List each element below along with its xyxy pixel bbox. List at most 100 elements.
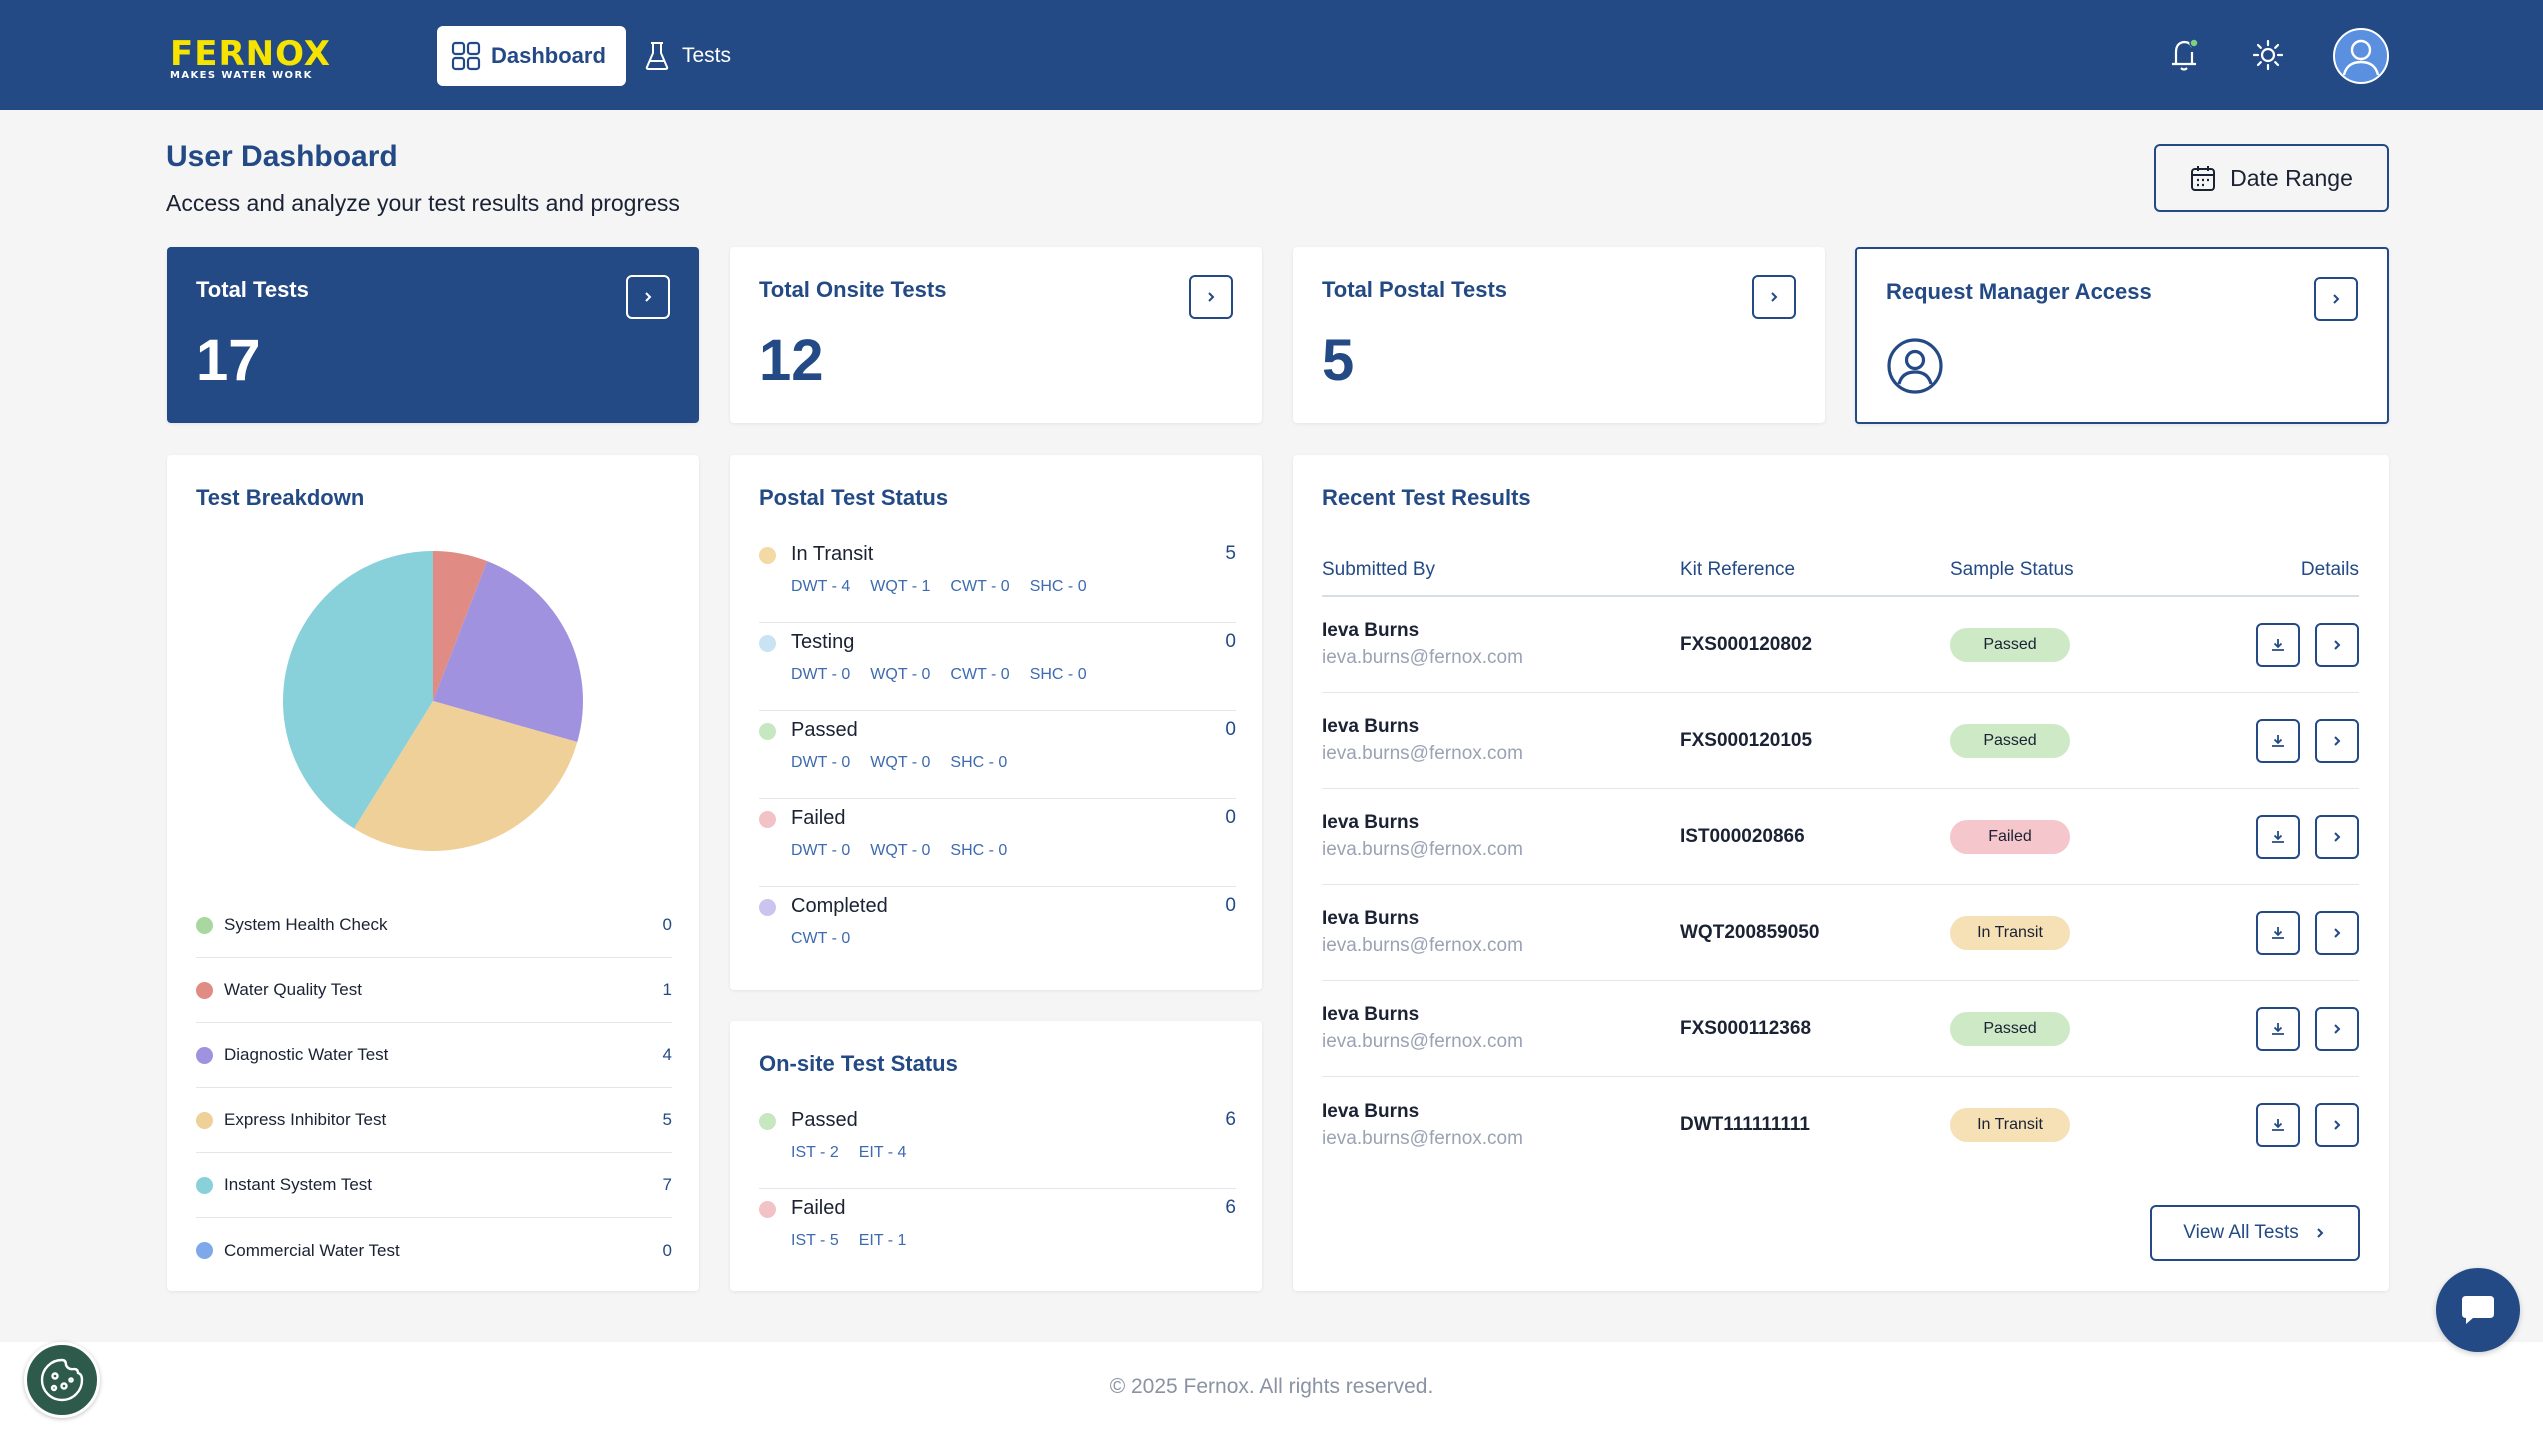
view-details-button[interactable] [2315, 1103, 2359, 1147]
status-item-failed: Failed 6 IST - 5 EIT - 1 [759, 1189, 1236, 1277]
status-name: Failed [791, 807, 846, 829]
details-actions [2210, 1006, 2359, 1051]
table-row: Ieva Burns ieva.burns@fernox.com WQT2008… [1322, 885, 2359, 981]
stat-open-button[interactable] [1752, 275, 1796, 319]
pie-slice-water-quality-test[interactable] [433, 551, 488, 701]
view-details-button[interactable] [2315, 1006, 2359, 1051]
submitted-by-cell: Ieva Burns ieva.burns@fernox.com [1322, 812, 1680, 861]
legend-row-diagnostic-water-test: Diagnostic Water Test 4 [196, 1023, 672, 1088]
chevron-right-icon [1208, 292, 1215, 302]
chevron-right-icon [1771, 292, 1778, 302]
stat-card-postal-tests[interactable]: Total Postal Tests 5 [1293, 247, 1825, 423]
submitter-name: Ieva Burns [1322, 908, 1420, 929]
table-row: Ieva Burns ieva.burns@fernox.com FXS0001… [1322, 981, 2359, 1077]
user-avatar-button[interactable] [2333, 28, 2389, 84]
download-button[interactable] [2256, 1103, 2300, 1147]
legend-row-instant-system-test: Instant System Test 7 [196, 1153, 672, 1218]
theme-toggle-button[interactable] [2245, 32, 2291, 78]
submitted-by-cell: Ieva Burns ieva.burns@fernox.com [1322, 1004, 1680, 1053]
stat-card-total-tests[interactable]: Total Tests 17 [167, 247, 699, 423]
stat-value: 12 [759, 328, 824, 393]
submitter-email: ieva.burns@fernox.com [1322, 743, 1523, 764]
cookie-icon [40, 1358, 84, 1402]
cookie-settings-button[interactable] [24, 1342, 100, 1418]
status-sub: IST - 2 [791, 1144, 839, 1161]
view-details-button[interactable] [2315, 910, 2359, 955]
status-dot [759, 1113, 776, 1130]
status-sub: SHC - 0 [1029, 666, 1087, 683]
date-range-button[interactable]: Date Range [2154, 144, 2389, 212]
notifications-button[interactable] [2162, 32, 2208, 78]
user-icon [2342, 39, 2380, 76]
column-header: Details [2300, 559, 2359, 580]
sample-status-cell: Passed [1950, 723, 2210, 758]
download-icon [2272, 1022, 2284, 1035]
view-details-button[interactable] [2315, 718, 2359, 763]
test-breakdown-card: Test Breakdown System Health Check 0 Wat… [167, 455, 699, 1291]
download-button[interactable] [2256, 622, 2300, 667]
legend-name: Water Quality Test [224, 980, 362, 999]
status-sub: WQT - 1 [870, 578, 931, 595]
fernox-logo[interactable]: FERNOX MAKES WATER WORK [170, 37, 360, 81]
status-item-testing: Testing 0 DWT - 0 WQT - 0 CWT - 0 SHC - … [759, 623, 1236, 711]
pie-slice-diagnostic-water-test[interactable] [433, 561, 583, 743]
nav-tests[interactable]: Tests [644, 26, 731, 86]
status-breakdown: DWT - 0 WQT - 0 SHC - 0 [791, 754, 1007, 772]
legend-row-express-inhibitor-test: Express Inhibitor Test 5 [196, 1088, 672, 1153]
stat-card-request-manager-access[interactable]: Request Manager Access [1855, 247, 2389, 424]
stat-card-onsite-tests[interactable]: Total Onsite Tests 12 [730, 247, 1262, 423]
test-breakdown-pie-chart [283, 551, 583, 851]
stat-open-button[interactable] [2314, 277, 2358, 321]
nav-dashboard[interactable]: Dashboard [437, 26, 626, 86]
status-dot [759, 723, 776, 740]
kit-reference: WQT200859050 [1680, 921, 1820, 943]
download-button[interactable] [2256, 910, 2300, 955]
status-sub: SHC - 0 [950, 754, 1008, 771]
view-all-tests-button[interactable]: View All Tests [2150, 1205, 2360, 1261]
view-all-label: View All Tests [2183, 1222, 2299, 1243]
legend-row-commercial-water-test: Commercial Water Test 0 [196, 1218, 672, 1283]
status-item-completed: Completed 0 CWT - 0 [759, 887, 1236, 975]
table-row: Ieva Burns ieva.burns@fernox.com FXS0001… [1322, 597, 2359, 693]
pie-slice-instant-system-test[interactable] [283, 551, 433, 829]
column-header[interactable]: Sample Status [1950, 559, 2074, 580]
column-header[interactable]: Submitted By [1322, 559, 1435, 580]
table-row: Ieva Burns ieva.burns@fernox.com IST0000… [1322, 789, 2359, 885]
stat-label: Total Postal Tests [1322, 277, 1508, 302]
status-badge: Passed [1950, 723, 2070, 758]
chat-button[interactable] [2436, 1268, 2520, 1352]
status-name: In Transit [791, 543, 874, 565]
status-name: Passed [791, 719, 858, 741]
status-breakdown: DWT - 4 WQT - 1 CWT - 0 SHC - 0 [791, 578, 1087, 596]
status-sub: EIT - 1 [858, 1232, 907, 1249]
status-sub: EIT - 4 [858, 1144, 907, 1161]
kit-reference: FXS000112368 [1680, 1017, 1812, 1039]
view-details-button[interactable] [2315, 622, 2359, 667]
kit-reference: DWT111111111 [1680, 1114, 1810, 1135]
column-header[interactable]: Kit Reference [1680, 559, 1796, 580]
pie-slice-express-inhibitor-test[interactable] [354, 701, 578, 851]
status-name: Testing [791, 631, 855, 653]
nav-tests-label: Tests [682, 44, 732, 67]
card-title: Test Breakdown [196, 485, 365, 510]
chevron-right-icon [2334, 1120, 2341, 1130]
table-header: Submitted By Kit Reference Sample Status… [1322, 545, 2359, 597]
status-count: 0 [1225, 807, 1236, 828]
bell-icon [2172, 38, 2199, 71]
copyright-text: © 2025 Fernox. All rights reserved. [1109, 1374, 1434, 1398]
flask-icon [645, 42, 669, 70]
stat-open-button[interactable] [1189, 275, 1233, 319]
legend-count: 0 [662, 1240, 672, 1260]
status-item-passed: Passed 6 IST - 2 EIT - 4 [759, 1101, 1236, 1189]
download-button[interactable] [2256, 814, 2300, 859]
details-actions [2210, 1103, 2359, 1147]
status-dot [759, 811, 776, 828]
download-button[interactable] [2256, 1006, 2300, 1051]
view-details-button[interactable] [2315, 814, 2359, 859]
chevron-right-icon [2334, 735, 2341, 746]
status-breakdown: DWT - 0 WQT - 0 CWT - 0 SHC - 0 [791, 666, 1087, 684]
sample-status-cell: Passed [1950, 627, 2210, 662]
stat-open-button[interactable] [626, 275, 670, 319]
download-button[interactable] [2256, 718, 2300, 763]
table-row: Ieva Burns ieva.burns@fernox.com FXS0001… [1322, 693, 2359, 789]
